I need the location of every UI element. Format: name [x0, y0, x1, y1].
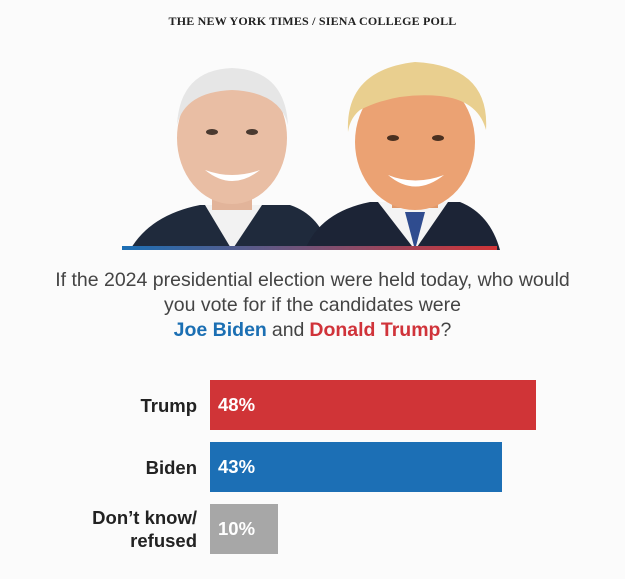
question-text: ? — [440, 319, 452, 341]
candidate-name: Joe Biden — [173, 319, 267, 341]
question: If the 2024 presidential election were h… — [40, 268, 585, 343]
value-label: 48% — [218, 394, 256, 415]
category-label: Don’t know/ refused — [92, 507, 197, 551]
value-label: 43% — [218, 456, 256, 477]
chart-title: THE NEW YORK TIMES / SIENA COLLEGE POLL — [168, 14, 457, 28]
trump-portrait — [305, 62, 500, 250]
bar — [210, 380, 536, 430]
value-label: 10% — [218, 518, 256, 539]
bar — [210, 504, 278, 554]
bar — [210, 442, 502, 492]
biden-portrait — [130, 68, 330, 250]
question-text: If the 2024 presidential election were h… — [55, 269, 570, 316]
category-label: Trump — [140, 394, 197, 416]
candidate-name: Donald Trump — [309, 319, 441, 341]
category-label: Biden — [145, 456, 197, 478]
divider — [122, 246, 497, 250]
question-text: and — [271, 319, 305, 341]
portraits — [122, 62, 500, 250]
